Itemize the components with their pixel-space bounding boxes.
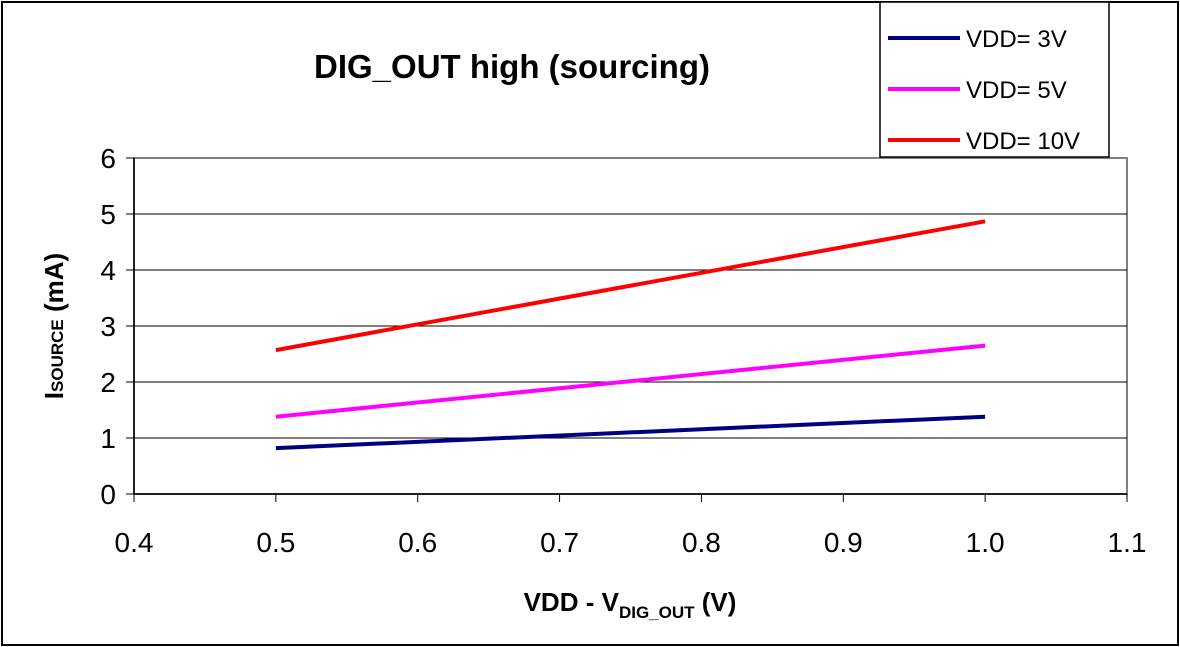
- y-tick-label: 5: [100, 199, 116, 230]
- legend: VDD= 3V VDD= 5V VDD= 10V: [879, 1, 1110, 158]
- y-tick-labels: 0 1 2 3 4 5 6: [100, 143, 116, 510]
- x-tick-label: 0.8: [682, 527, 721, 558]
- legend-items: VDD= 3V VDD= 5V VDD= 10V: [888, 26, 1080, 155]
- y-axis-title-sub: SOURCE: [48, 319, 67, 392]
- y-tick-label: 1: [100, 423, 116, 454]
- y-axis-title: ISOURCE (mA): [39, 253, 69, 399]
- x-axis-title-main: VDD - V: [524, 587, 620, 617]
- y-axis-title-unit: (mA): [39, 253, 69, 319]
- x-tick-label: 0.6: [398, 527, 437, 558]
- x-tick-label: 0.5: [256, 527, 295, 558]
- legend-label: VDD= 3V: [966, 26, 1067, 53]
- series-line-2: [275, 343, 986, 419]
- x-tick-label: 1.0: [966, 527, 1005, 558]
- legend-box: [879, 1, 1110, 158]
- chart-title: DIG_OUT high (sourcing): [314, 48, 710, 85]
- legend-label: VDD= 10V: [966, 128, 1080, 155]
- y-tick-label: 0: [100, 479, 116, 510]
- x-tick-label: 0.4: [115, 527, 154, 558]
- series-line-1: [275, 414, 986, 451]
- x-tick-label: 0.7: [540, 527, 579, 558]
- x-tick-label: 0.9: [824, 527, 863, 558]
- y-axis-title-main: I: [39, 392, 69, 399]
- x-axis-title-unit: (V): [695, 587, 737, 617]
- x-tick-label: 1.1: [1108, 527, 1147, 558]
- series-line-3: [275, 219, 986, 353]
- y-tick-label: 4: [100, 255, 116, 286]
- x-tick-labels: 0.4 0.5 0.6 0.7 0.8 0.9 1.0 1.1: [115, 527, 1147, 558]
- y-tick-label: 2: [100, 367, 116, 398]
- series-lines: [275, 219, 986, 451]
- legend-label: VDD= 5V: [966, 77, 1067, 104]
- x-axis-title: VDD - VDIG_OUT (V): [524, 587, 737, 622]
- axes: [126, 157, 1128, 502]
- x-axis-title-sub: DIG_OUT: [619, 603, 695, 622]
- y-tick-label: 3: [100, 311, 116, 342]
- y-tick-label: 6: [100, 143, 116, 174]
